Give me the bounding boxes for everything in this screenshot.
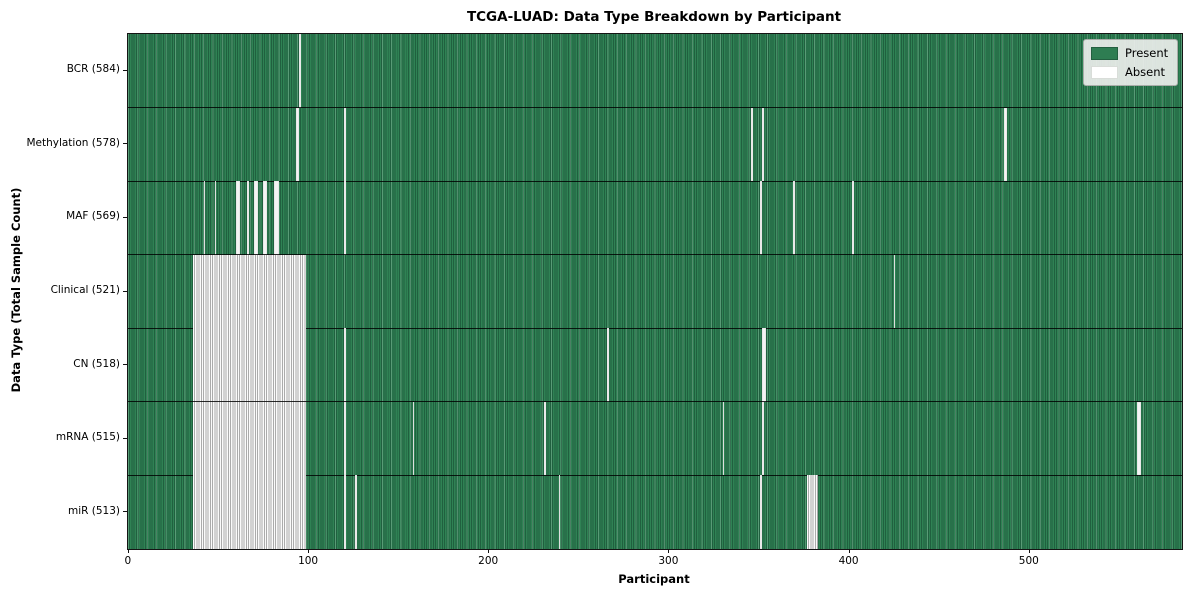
absent-region xyxy=(299,34,301,108)
absent-region xyxy=(751,107,754,182)
y-tick-mark xyxy=(123,143,127,145)
x-axis-label: Participant xyxy=(618,572,690,586)
x-tick-label: 200 xyxy=(478,555,499,567)
absent-region xyxy=(412,401,415,476)
absent-region xyxy=(807,475,818,549)
absent-region xyxy=(192,475,307,549)
absent-region xyxy=(762,328,766,402)
row-divider xyxy=(128,401,1182,403)
x-tick-label: 500 xyxy=(1018,555,1039,567)
absent-region xyxy=(192,254,307,329)
x-tick-label: 400 xyxy=(838,555,859,567)
x-tick-mark xyxy=(848,549,850,553)
absent-region xyxy=(1137,401,1141,476)
absent-region xyxy=(762,401,764,476)
absent-region xyxy=(558,475,561,549)
plot-area xyxy=(127,33,1183,550)
absent-region xyxy=(760,475,763,549)
x-tick-label: 100 xyxy=(298,555,319,567)
x-tick-mark xyxy=(1028,549,1030,553)
absent-region xyxy=(607,328,610,402)
absent-region xyxy=(192,401,307,476)
absent-region xyxy=(1003,107,1008,182)
row-divider xyxy=(128,254,1182,256)
y-tick-label: miR (513) xyxy=(67,504,120,517)
absent-region xyxy=(344,107,346,182)
absent-region xyxy=(263,181,267,255)
absent-region xyxy=(722,401,725,476)
y-tick-label: Clinical (521) xyxy=(50,284,120,296)
absent-region xyxy=(762,107,764,182)
y-tick-mark xyxy=(123,69,127,71)
absent-region xyxy=(544,401,546,476)
y-tick-label: CN (518) xyxy=(73,357,120,370)
row-divider xyxy=(128,180,1182,182)
absent-region xyxy=(203,181,206,255)
legend-label-present: Present xyxy=(1125,46,1169,60)
y-tick-mark xyxy=(123,511,127,513)
present-swatch-icon xyxy=(1091,46,1118,60)
absent-swatch-icon xyxy=(1091,65,1118,79)
legend-label-absent: Absent xyxy=(1125,65,1166,79)
x-tick-label: 300 xyxy=(658,555,679,567)
absent-region xyxy=(254,181,258,255)
absent-region xyxy=(760,181,763,255)
absent-region xyxy=(355,475,357,549)
chart-title: TCGA-LUAD: Data Type Breakdown by Partic… xyxy=(466,9,842,25)
y-tick-mark xyxy=(123,437,127,439)
row-divider xyxy=(128,107,1182,109)
legend-item-absent: Absent xyxy=(1091,65,1168,79)
y-tick-mark xyxy=(123,290,127,292)
x-tick-mark xyxy=(308,549,310,553)
absent-region xyxy=(792,181,795,255)
y-tick-label: Methylation (578) xyxy=(26,136,120,149)
legend-item-present: Present xyxy=(1091,46,1168,60)
absent-region xyxy=(344,475,346,549)
y-tick-label: BCR (584) xyxy=(66,63,120,76)
absent-region xyxy=(344,181,346,255)
absent-region xyxy=(852,181,855,255)
x-tick-label: 0 xyxy=(124,555,132,567)
x-tick-mark xyxy=(127,549,129,553)
row-divider xyxy=(128,327,1182,329)
absent-region xyxy=(344,328,346,402)
absent-region xyxy=(214,181,217,255)
y-tick-mark xyxy=(123,364,127,366)
absent-region xyxy=(236,181,240,255)
absent-region xyxy=(192,328,307,402)
legend: Present Absent xyxy=(1083,39,1179,86)
absent-region xyxy=(246,181,249,255)
x-tick-mark xyxy=(668,549,670,553)
y-tick-mark xyxy=(123,216,127,218)
row-divider xyxy=(128,474,1182,476)
absent-region xyxy=(344,401,346,476)
absent-region xyxy=(295,107,300,182)
absent-region xyxy=(273,181,280,255)
x-tick-mark xyxy=(488,549,490,553)
y-tick-label: MAF (569) xyxy=(66,210,120,223)
absent-region xyxy=(893,254,896,329)
y-tick-label: mRNA (515) xyxy=(55,431,120,444)
